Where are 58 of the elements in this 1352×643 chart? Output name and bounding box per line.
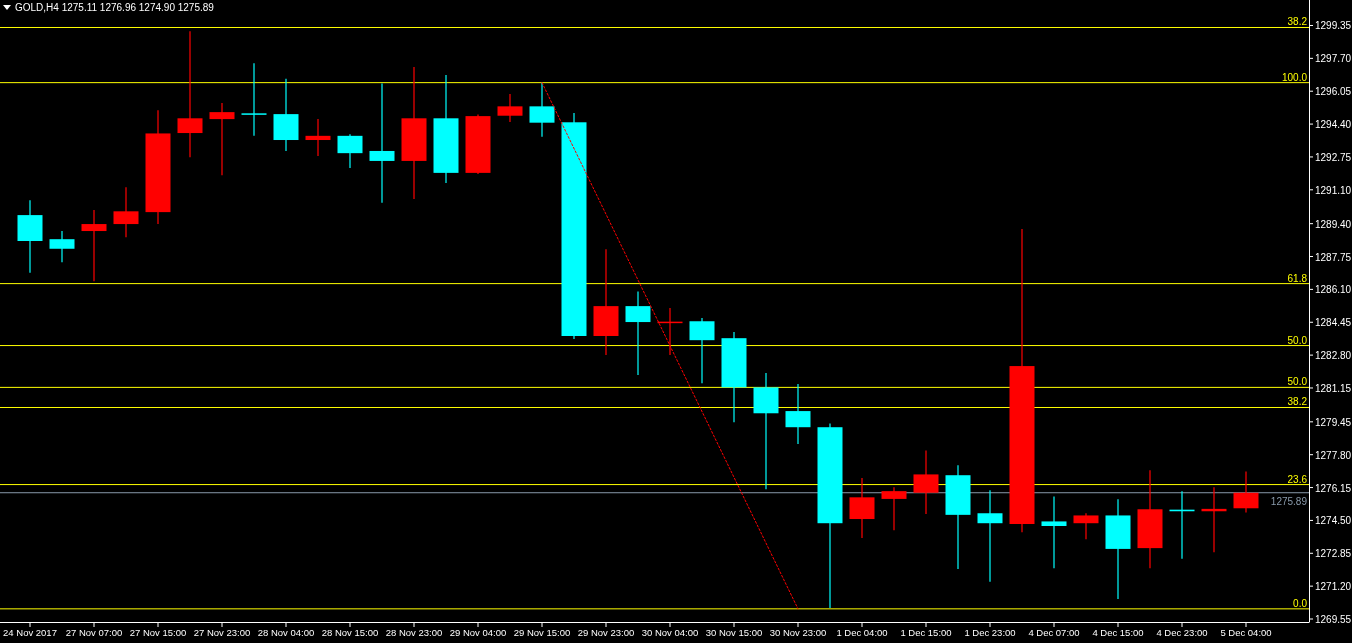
x-tick-label: 4 Dec 23:00 [1156,627,1208,638]
y-tick-label: 1292.75 [1315,151,1352,163]
x-tick-label: 29 Nov 23:00 [577,627,635,638]
x-tick-label: 28 Nov 23:00 [385,627,443,638]
y-tick-label: 1282.80 [1315,350,1352,362]
annotation: 23.6 [1287,473,1308,485]
x-tick-label: 1 Dec 23:00 [964,627,1016,638]
x-tick-label: 30 Nov 04:00 [641,627,699,638]
x-tick-label: 30 Nov 23:00 [769,627,827,638]
chart-title: GOLD,H4 1275.11 1276.96 1274.90 1275.89 [15,2,215,13]
x-tick-label: 30 Nov 15:00 [705,627,763,638]
y-tick-label: 1287.75 [1315,251,1352,263]
y-tick-label: 1279.45 [1315,416,1352,428]
y-tick-label: 1291.10 [1315,184,1352,196]
y-tick-label: 1276.15 [1315,482,1352,494]
y-tick-label: 1272.85 [1315,548,1352,560]
x-tick-label: 28 Nov 15:00 [321,627,379,638]
x-tick-label: 29 Nov 04:00 [449,627,507,638]
candlestick [241,62,267,137]
y-tick-label: 1286.10 [1315,284,1352,296]
y-tick-label: 1299.35 [1315,20,1352,32]
x-tick-label: 4 Dec 07:00 [1028,627,1080,638]
annotation: 100.0 [1281,71,1308,83]
x-tick-label: 27 Nov 07:00 [65,627,123,638]
x-tick-label: 24 Nov 2017 [3,627,57,638]
x-tick-label: 29 Nov 15:00 [513,627,571,638]
candlestick [1073,512,1099,540]
annotation: 38.2 [1287,16,1308,28]
candlestick [369,82,395,204]
annotation: 38.2 [1287,396,1308,408]
y-tick-label: 1284.45 [1315,317,1352,329]
candlestick [1041,495,1067,569]
y-tick-label: 1294.40 [1315,119,1352,131]
candlestick [209,102,235,176]
x-tick-label: 28 Nov 04:00 [257,627,315,638]
candlestick [177,30,203,158]
annotation: 50.0 [1287,376,1308,388]
x-tick-label: 5 Dec 04:00 [1220,627,1272,638]
annotation: 50.0 [1287,334,1308,346]
annotation: 61.8 [1287,272,1308,284]
y-tick-label: 1277.80 [1315,449,1352,461]
annotation: 0.0 [1293,597,1308,609]
ref-line-label: 1275.89 [1270,495,1308,507]
x-tick-label: 27 Nov 15:00 [129,627,187,638]
candlestick [977,489,1003,583]
candlestick [81,209,107,282]
x-tick-label: 4 Dec 15:00 [1092,627,1144,638]
y-tick-label: 1269.55 [1315,614,1352,626]
y-tick-label: 1297.70 [1315,53,1352,65]
y-tick-label: 1281.15 [1315,382,1352,394]
y-tick-label: 1274.50 [1315,515,1352,527]
x-tick-label: 1 Dec 04:00 [836,627,888,638]
x-tick-label: 1 Dec 15:00 [900,627,952,638]
x-tick-label: 27 Nov 23:00 [193,627,251,638]
candlestick [305,118,331,157]
y-tick-label: 1289.40 [1315,218,1352,230]
y-tick-label: 1296.05 [1315,86,1352,98]
y-tick-label: 1271.20 [1315,581,1352,593]
